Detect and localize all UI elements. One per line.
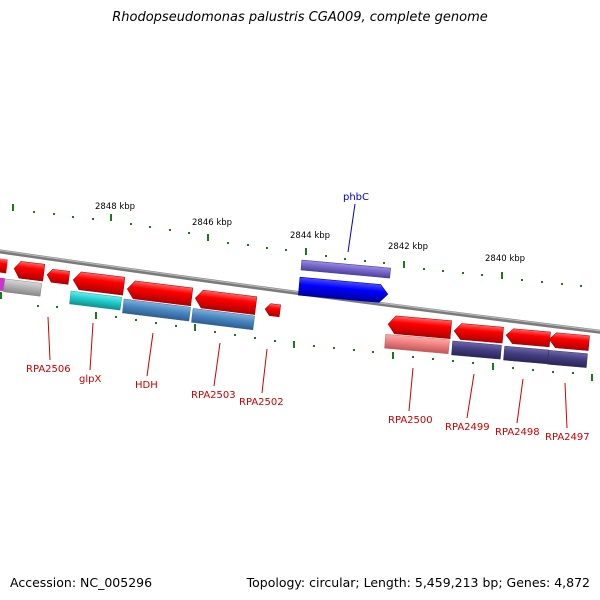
reverse-label-leaders <box>47 316 568 429</box>
gene-grey[interactable] <box>3 278 42 297</box>
gene-red-4[interactable] <box>126 280 194 307</box>
gene-red-5[interactable] <box>194 289 258 315</box>
gene-red-8[interactable] <box>453 323 504 344</box>
scale-label-2848: 2848 kbp <box>95 202 135 212</box>
gene-forward-blue[interactable] <box>298 276 389 303</box>
gene-label-glpX[interactable]: glpX <box>79 374 101 385</box>
map-title: Rhodopseudomonas palustris CGA009, compl… <box>112 10 488 25</box>
gene-magenta-partial[interactable] <box>0 277 5 292</box>
scale-label-2840: 2840 kbp <box>485 254 525 264</box>
scale-label-2846: 2846 kbp <box>192 218 232 228</box>
gene-label-RPA2500[interactable]: RPA2500 <box>388 415 433 426</box>
genome-stats-text: Topology: circular; Length: 5,459,213 bp… <box>246 575 590 590</box>
gene-red-3[interactable] <box>72 271 126 296</box>
gene-label-RPA2498[interactable]: RPA2498 <box>495 427 540 438</box>
gene-RPA2499-navy[interactable] <box>451 340 502 360</box>
scale-label-2842: 2842 kbp <box>388 242 428 252</box>
gene-label-RPA2506[interactable]: RPA2506 <box>26 364 71 375</box>
gene-RPA2503-steelblue[interactable] <box>191 308 255 331</box>
gene-red-9[interactable] <box>505 328 551 348</box>
leader-phbC <box>347 203 356 253</box>
gene-label-RPA2502[interactable]: RPA2502 <box>239 397 284 408</box>
gene-red-10[interactable] <box>548 332 590 351</box>
accession-text: Accession: NC_005296 <box>10 575 153 590</box>
gene-HDH-steelblue[interactable] <box>122 298 191 322</box>
gene-red-6[interactable] <box>264 303 281 318</box>
gene-glpX-cyan[interactable] <box>69 290 122 311</box>
gene-red-1[interactable] <box>13 261 46 282</box>
gene-RPA2497-navy[interactable] <box>547 350 588 368</box>
gene-label-phbC[interactable]: phbC <box>343 192 369 203</box>
gene-phbC[interactable] <box>300 259 391 279</box>
gene-label-RPA2497[interactable]: RPA2497 <box>545 432 590 443</box>
gene-RPA2500-salmon[interactable] <box>384 334 450 354</box>
scale-label-2844: 2844 kbp <box>290 231 330 241</box>
inner-scale-ticks <box>0 292 593 381</box>
gene-red-7[interactable] <box>387 315 452 339</box>
outer-scale-ticks <box>12 204 582 287</box>
gene-red-partial-left[interactable] <box>0 257 8 274</box>
gene-label-RPA2503[interactable]: RPA2503 <box>191 390 236 401</box>
gene-label-RPA2499[interactable]: RPA2499 <box>445 422 490 433</box>
gene-red-2[interactable] <box>46 269 70 285</box>
gene-label-HDH[interactable]: HDH <box>135 380 158 391</box>
gene-RPA2498-navy[interactable] <box>503 345 549 365</box>
